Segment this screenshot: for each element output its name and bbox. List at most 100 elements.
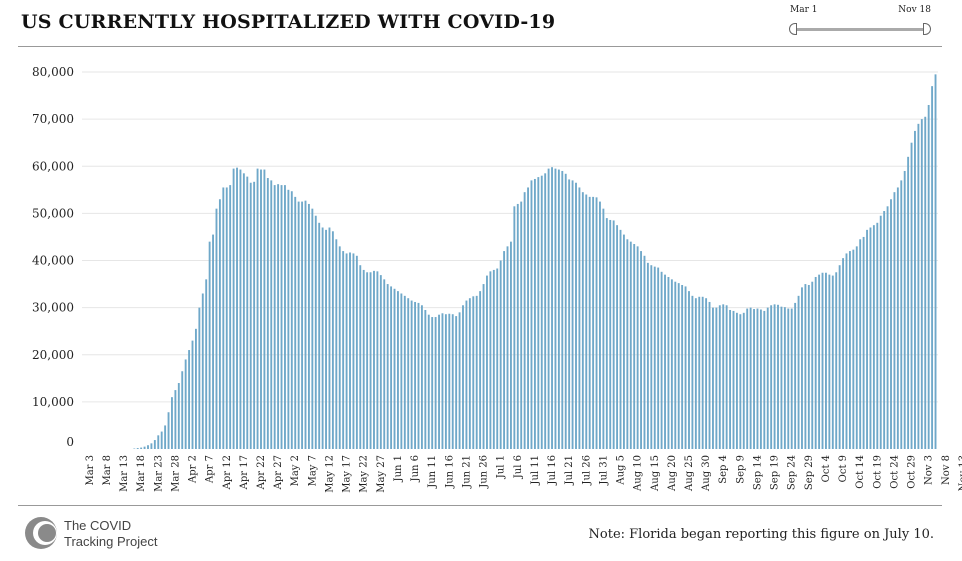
bar [157, 435, 160, 449]
bar [855, 246, 858, 449]
bar [688, 291, 690, 449]
bar [431, 317, 434, 449]
bar [650, 265, 653, 449]
bar [698, 296, 701, 449]
bar [338, 246, 341, 449]
bar [414, 301, 417, 449]
bar [503, 251, 506, 449]
bar [304, 200, 307, 449]
bar [640, 251, 642, 449]
bar [629, 241, 632, 449]
bar [797, 295, 800, 449]
bar [386, 284, 389, 449]
bar [318, 222, 321, 449]
bar [448, 313, 451, 449]
range-end-label: Nov 18 [898, 5, 931, 15]
bar [229, 185, 232, 449]
bar [780, 306, 783, 449]
bar [496, 268, 499, 449]
bar [239, 169, 242, 450]
bar [701, 296, 704, 449]
range-end-handle[interactable] [923, 23, 931, 35]
x-tick-label: May 2 [290, 455, 301, 486]
y-tick-label: 30,000 [32, 301, 74, 315]
bar [777, 304, 779, 449]
bar [605, 218, 608, 449]
bar [479, 291, 482, 449]
bar [869, 227, 872, 449]
x-tick-label: Mar 13 [119, 455, 130, 492]
bar [592, 196, 595, 449]
hospitalized-bar-chart: 0 10,000 20,000 30,000 40,000 50,000 60,000 70,… [32, 65, 962, 493]
bar [633, 244, 636, 449]
bar [263, 169, 266, 450]
bar [403, 295, 406, 449]
bar [462, 305, 464, 449]
bar [924, 116, 927, 450]
bar [510, 241, 512, 449]
covid-tracking-project-logo[interactable]: The COVID Tracking Project [23, 512, 193, 554]
bar [325, 229, 327, 449]
bar [794, 302, 797, 449]
bar [383, 279, 386, 449]
bar [568, 179, 571, 449]
x-tick-label: Jun 1 [393, 455, 404, 482]
bar [636, 246, 639, 449]
bar [900, 180, 903, 449]
x-tick-label: Nov 3 [924, 455, 935, 485]
bar [914, 130, 916, 449]
bar [749, 307, 752, 450]
bar [681, 285, 684, 449]
bar [766, 307, 769, 450]
bar [907, 156, 910, 449]
bar [903, 170, 906, 449]
bar [872, 225, 875, 449]
bar [307, 203, 310, 449]
bar [595, 197, 598, 449]
bar [821, 272, 824, 449]
range-start-handle[interactable] [789, 23, 797, 35]
date-range-slider[interactable]: Mar 1 Nov 18 [786, 4, 936, 40]
bar [212, 234, 214, 449]
bar [492, 269, 495, 449]
bar [177, 383, 180, 449]
bar [390, 286, 393, 449]
bar [328, 227, 331, 449]
bar [667, 276, 670, 449]
bar [184, 359, 187, 449]
bar [660, 271, 663, 449]
x-tick-label: Mar 23 [153, 455, 164, 492]
x-tick-label: Jun 21 [461, 455, 472, 489]
bar [866, 229, 868, 449]
bar [167, 412, 170, 449]
bar [314, 215, 317, 449]
x-tick-label: Jul 16 [547, 455, 558, 486]
range-track[interactable] [794, 28, 928, 31]
bar [643, 255, 646, 449]
x-tick-label: Aug 25 [684, 455, 695, 492]
bar [373, 270, 375, 449]
bar [756, 308, 759, 449]
bar [530, 180, 533, 449]
bar [691, 295, 694, 449]
bar [811, 281, 814, 449]
x-tick-label: May 27 [376, 455, 387, 493]
bar [537, 177, 540, 449]
bar [472, 296, 475, 449]
y-tick-label: 10,000 [32, 395, 74, 409]
bar [770, 305, 773, 449]
bar [818, 274, 821, 449]
x-tick-label: May 22 [359, 455, 370, 493]
bar [609, 219, 612, 449]
bar [287, 189, 290, 449]
bar [249, 182, 252, 450]
footer-divider [18, 505, 942, 506]
bar [359, 265, 362, 449]
x-tick-label: Aug 5 [616, 455, 627, 486]
bar [181, 371, 184, 449]
bar [297, 201, 300, 449]
bar [407, 298, 410, 449]
x-tick-label: Sep 9 [735, 455, 746, 484]
x-tick-label: Mar 3 [85, 455, 96, 486]
x-tick-label: Apr 7 [205, 455, 216, 484]
